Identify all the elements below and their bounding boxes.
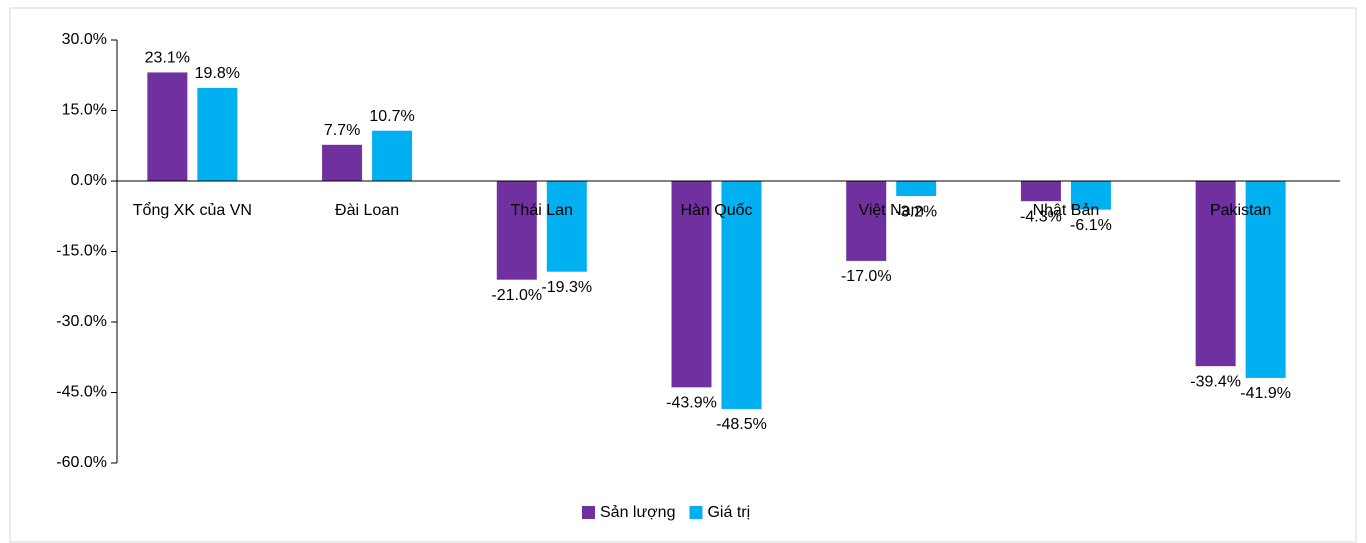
bar (721, 181, 762, 409)
value-label: -43.9% (666, 395, 717, 412)
x-tick-label: Tổng XK của VN (133, 201, 252, 219)
bar (1020, 181, 1061, 202)
bar (1195, 181, 1236, 367)
x-tick-label: Pakistan (1210, 202, 1271, 219)
value-label: -48.5% (716, 416, 767, 433)
legend-label: Giá trị (707, 504, 750, 521)
bar (896, 181, 937, 197)
value-label: -21.0% (491, 287, 542, 304)
value-label: 19.8% (195, 65, 240, 82)
bar (197, 87, 238, 181)
bar (322, 144, 363, 181)
bar (496, 181, 537, 280)
legend-label: Sản lượng (600, 504, 675, 521)
x-tick-label: Đài Loan (335, 202, 399, 219)
y-tick-label: -60.0% (56, 454, 107, 471)
value-label: -6.1% (1070, 217, 1112, 234)
value-label: -41.9% (1240, 385, 1291, 402)
y-tick-label: -30.0% (56, 313, 107, 330)
x-tick-label: Việt Nam (858, 202, 924, 219)
value-label: 10.7% (369, 108, 414, 125)
y-tick-label: -15.0% (56, 243, 107, 260)
bar (546, 181, 587, 272)
value-label: -4.3% (1020, 208, 1062, 225)
legend-swatch (689, 506, 703, 519)
x-tick-label: Nhật Bản (1033, 202, 1100, 219)
y-tick-label: -45.0% (56, 384, 107, 401)
bar (1070, 181, 1111, 210)
x-tick-label: Thái Lan (511, 202, 573, 219)
bar (1245, 181, 1286, 378)
bar (846, 181, 887, 261)
y-tick-label: 15.0% (62, 102, 107, 119)
bar (671, 181, 712, 388)
legend-swatch (582, 506, 595, 519)
value-label: 7.7% (324, 122, 360, 139)
value-label: 23.1% (145, 50, 190, 67)
value-label: -3.2% (895, 203, 937, 220)
value-label: -39.4% (1190, 373, 1241, 390)
y-tick-label: 0.0% (71, 172, 107, 189)
x-tick-label: Hàn Quốc (680, 202, 752, 219)
value-label: -17.0% (841, 268, 892, 285)
bar (372, 130, 413, 181)
bar (147, 72, 188, 181)
y-tick-label: 30.0% (62, 31, 107, 48)
value-label: -19.3% (541, 279, 592, 296)
